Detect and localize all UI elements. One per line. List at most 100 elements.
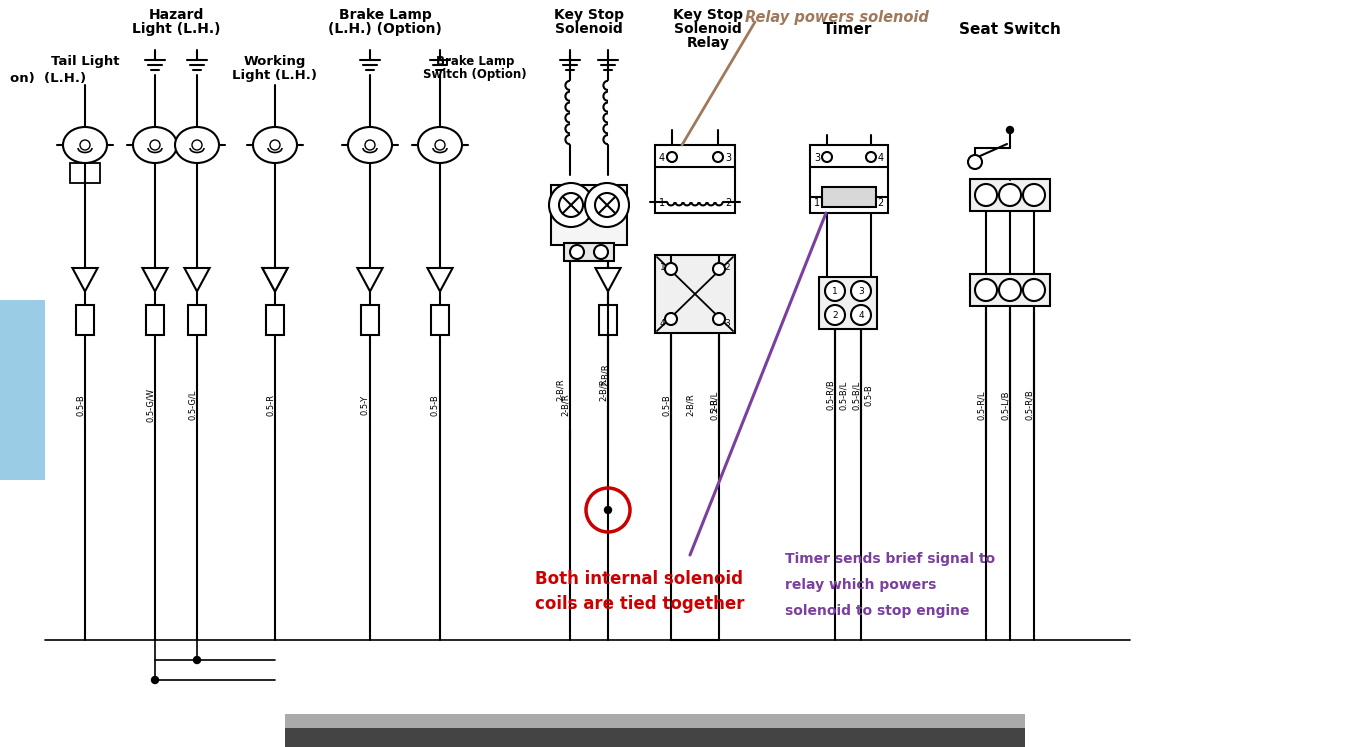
Circle shape [594, 245, 608, 259]
Circle shape [826, 281, 844, 301]
Text: coils are tied together: coils are tied together [536, 595, 745, 613]
Bar [146, 305, 165, 335]
Circle shape [558, 193, 583, 217]
Text: Seat Switch: Seat Switch [959, 22, 1060, 37]
Text: 0.5-L/B: 0.5-L/B [1001, 390, 1010, 420]
Bar [188, 305, 206, 335]
Text: 2-B/R: 2-B/R [687, 394, 695, 416]
Circle shape [434, 140, 445, 150]
Text: 0.5-R/L: 0.5-R/L [977, 390, 986, 420]
Text: 4: 4 [858, 311, 863, 320]
Text: 0.5-Y: 0.5-Y [362, 395, 370, 415]
Circle shape [571, 245, 584, 259]
Circle shape [851, 281, 871, 301]
Text: relay which powers: relay which powers [785, 578, 936, 592]
Circle shape [150, 140, 161, 150]
Polygon shape [428, 268, 453, 291]
Text: Brake Lamp: Brake Lamp [436, 55, 514, 68]
Text: 2-B/R: 2-B/R [599, 379, 608, 401]
Circle shape [1000, 184, 1021, 206]
Circle shape [975, 184, 997, 206]
Text: 0.5-B: 0.5-B [76, 394, 85, 416]
Text: 0.5-B/L: 0.5-B/L [710, 391, 719, 420]
Text: Both internal solenoid: Both internal solenoid [536, 570, 743, 588]
Text: 2: 2 [878, 198, 884, 208]
Text: Relay: Relay [687, 36, 730, 50]
Circle shape [192, 140, 202, 150]
Circle shape [969, 155, 982, 169]
Text: solenoid to stop engine: solenoid to stop engine [785, 604, 970, 618]
Ellipse shape [175, 127, 219, 163]
Text: Solenoid: Solenoid [556, 22, 623, 36]
Text: 3: 3 [724, 153, 731, 163]
Text: 0.5-B: 0.5-B [662, 394, 670, 416]
Text: 2: 2 [724, 198, 731, 208]
Text: 0.5-B: 0.5-B [430, 394, 440, 416]
Text: Light (L.H.): Light (L.H.) [132, 22, 220, 36]
Text: (L.H.) (Option): (L.H.) (Option) [328, 22, 442, 36]
Ellipse shape [63, 127, 107, 163]
Text: 2-B/R: 2-B/R [561, 394, 571, 416]
Text: Key Stop: Key Stop [554, 8, 625, 22]
Text: 3: 3 [858, 288, 863, 297]
Circle shape [1000, 279, 1021, 301]
Text: 1: 1 [660, 263, 666, 272]
Circle shape [822, 152, 832, 162]
Text: 2: 2 [724, 263, 730, 272]
Bar [285, 714, 1025, 728]
Bar [430, 305, 449, 335]
Bar [266, 305, 285, 335]
Circle shape [80, 140, 90, 150]
Text: 0.5-G/L: 0.5-G/L [188, 390, 197, 420]
Polygon shape [263, 268, 287, 291]
Circle shape [714, 313, 724, 325]
Bar [970, 274, 1050, 306]
Bar [599, 305, 616, 335]
Text: Relay powers solenoid: Relay powers solenoid [745, 10, 929, 25]
Text: 0.5-R/B: 0.5-R/B [1025, 390, 1033, 421]
Text: 1: 1 [660, 198, 665, 208]
Circle shape [604, 506, 611, 513]
Bar [970, 179, 1050, 211]
Text: on)  (L.H.): on) (L.H.) [9, 72, 86, 85]
Text: 0.5-R: 0.5-R [266, 394, 275, 416]
Text: Light (L.H.): Light (L.H.) [232, 69, 317, 82]
Text: Switch (Option): Switch (Option) [424, 68, 527, 81]
Text: 1: 1 [832, 288, 838, 297]
Circle shape [193, 657, 201, 663]
Text: 2-B/R: 2-B/R [602, 364, 610, 386]
Text: 1: 1 [813, 198, 820, 208]
Circle shape [866, 152, 876, 162]
Circle shape [366, 140, 375, 150]
Bar [0, 300, 45, 480]
Circle shape [1006, 126, 1013, 134]
Bar [550, 185, 627, 245]
Text: 4: 4 [660, 153, 665, 163]
Text: 2-R: 2-R [710, 398, 719, 412]
Text: Timer: Timer [823, 22, 873, 37]
Circle shape [665, 263, 677, 275]
Polygon shape [595, 268, 621, 291]
Ellipse shape [418, 127, 461, 163]
Text: 0.5-R/B: 0.5-R/B [826, 379, 835, 410]
Text: 3: 3 [724, 319, 730, 328]
Circle shape [714, 152, 723, 162]
Bar [285, 728, 1025, 747]
Bar [362, 305, 379, 335]
Polygon shape [357, 268, 383, 291]
Circle shape [585, 183, 629, 227]
Text: Solenoid: Solenoid [674, 22, 742, 36]
Circle shape [595, 193, 619, 217]
Bar [822, 187, 876, 207]
Text: 0.5-G/W: 0.5-G/W [146, 388, 155, 422]
Text: 4: 4 [878, 153, 884, 163]
Text: 4: 4 [660, 319, 665, 328]
Circle shape [666, 152, 677, 162]
Circle shape [1023, 279, 1045, 301]
Bar [819, 277, 877, 329]
Bar [70, 163, 100, 183]
Circle shape [714, 263, 724, 275]
Circle shape [549, 183, 594, 227]
Text: Timer sends brief signal to: Timer sends brief signal to [785, 552, 996, 566]
Ellipse shape [348, 127, 393, 163]
